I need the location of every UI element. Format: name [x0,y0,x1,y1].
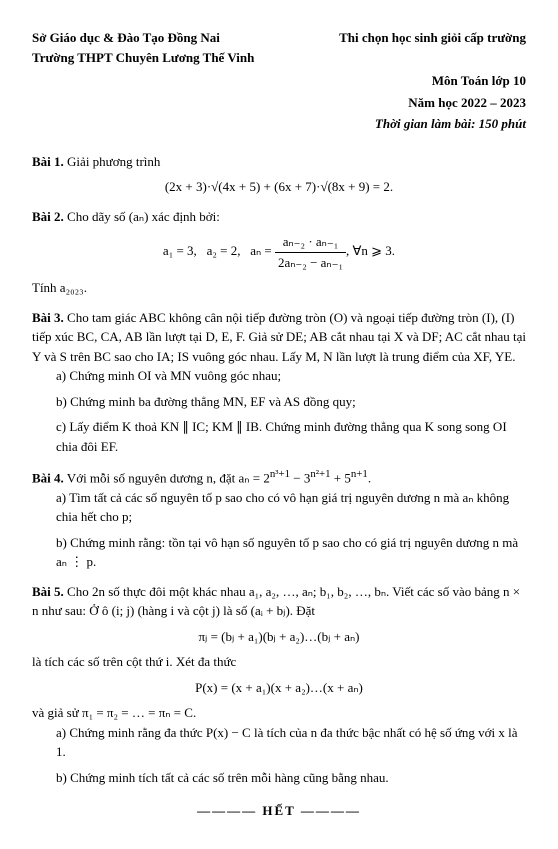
header-left: Sở Giáo dục & Đào Tạo Đồng Nai Trường TH… [32,28,254,67]
problem-5-title: Bài 5. [32,584,64,599]
formula-num: aₙ₋₂ · aₙ₋₁ [275,232,346,253]
problem-4: Bài 4. Với mỗi số nguyên dương n, đặt aₙ… [32,466,526,572]
problem-4-stem: Bài 4. Với mỗi số nguyên dương n, đặt aₙ… [32,466,526,488]
end-marker: ———— HẾT ———— [32,801,526,821]
problem-3-c: c) Lấy điểm K thoả KN ∥ IC; KM ∥ IB. Chứ… [56,417,526,456]
org-line2: Trường THPT Chuyên Lương Thế Vinh [32,48,254,68]
problem-4-exp1: n³+1 [270,468,290,480]
problem-4-b: b) Chứng minh rằng: tồn tại vô hạn số ng… [56,533,526,572]
problem-5-formula1: πⱼ = (bⱼ + a₁)(bⱼ + a₂)…(bⱼ + aₙ) [32,627,526,647]
formula-den: 2aₙ₋₂ − aₙ₋₁ [275,253,346,273]
subject-line: Môn Toán lớp 10 [32,71,526,91]
problem-5-stem: Bài 5. Cho 2n số thực đôi một khác nhau … [32,582,526,621]
formula-a2: a₂ = 2, [207,243,241,258]
problem-5-text: Cho 2n số thực đôi một khác nhau a₁, a₂,… [32,584,520,619]
problem-3-text: Cho tam giác ABC không cân nội tiếp đườn… [32,310,526,364]
problem-5-b: b) Chứng minh tích tất cả các số trên mỗ… [56,768,526,788]
problem-5-a: a) Chứng minh rằng đa thức P(x) − C là t… [56,723,526,762]
problem-4-m2: + 5 [331,470,351,485]
problem-3-title: Bài 3. [32,310,64,325]
formula-frac: aₙ₋₂ · aₙ₋₁ 2aₙ₋₂ − aₙ₋₁ [275,232,346,272]
problem-1: Bài 1. Giải phương trình (2x + 3)·√(4x +… [32,152,526,197]
problem-5: Bài 5. Cho 2n số thực đôi một khác nhau … [32,582,526,788]
problem-3-stem: Bài 3. Cho tam giác ABC không cân nội ti… [32,308,526,367]
formula-an: aₙ = [250,243,272,258]
problem-1-title: Bài 1. [32,154,64,169]
header: Sở Giáo dục & Đào Tạo Đồng Nai Trường TH… [32,28,526,67]
org-line1: Sở Giáo dục & Đào Tạo Đồng Nai [32,28,254,48]
problem-4-m1: − 3 [290,470,310,485]
header-right: Thi chọn học sinh giỏi cấp trường [339,28,526,67]
problem-4-a: a) Tìm tất cả các số nguyên tố p sao cho… [56,488,526,527]
duration-line: Thời gian làm bài: 150 phút [32,114,526,134]
problem-1-text: Giải phương trình [64,154,161,169]
problem-5-formula2: P(x) = (x + a₁)(x + a₂)…(x + aₙ) [32,678,526,698]
formula-a1: a₁ = 3, [163,243,197,258]
formula-cond: , ∀n ⩾ 3. [346,243,395,258]
exam-title: Thi chọn học sinh giỏi cấp trường [339,28,526,48]
problem-4-exp3: n+1 [351,468,368,480]
problem-3: Bài 3. Cho tam giác ABC không cân nội ti… [32,308,526,457]
year-line: Năm học 2022 – 2023 [32,93,526,113]
problem-3-a: a) Chứng minh OI và MN vuông góc nhau; [56,366,526,386]
problem-2-title: Bài 2. [32,209,64,224]
problem-2-formula: a₁ = 3, a₂ = 2, aₙ = aₙ₋₂ · aₙ₋₁ 2aₙ₋₂ −… [32,232,526,272]
problem-2: Bài 2. Cho dãy số (aₙ) xác định bởi: a₁ … [32,207,526,298]
problem-4-title: Bài 4. [32,470,64,485]
problem-4-exp2: n²+1 [310,468,330,480]
problem-5-cond: và giả sử π₁ = π₂ = … = πₙ = C. [32,703,526,723]
problem-5-mid: là tích các số trên cột thứ i. Xét đa th… [32,652,526,672]
problem-3-b: b) Chứng minh ba đường thẳng MN, EF và A… [56,392,526,412]
problem-4-end: . [368,470,371,485]
problem-4-pre: Với mỗi số nguyên dương n, đặt aₙ = 2 [64,470,270,485]
problem-2-text: Cho dãy số (aₙ) xác định bởi: [64,209,220,224]
problem-2-compute: Tính a₂₀₂₃. [32,278,526,298]
problem-1-formula: (2x + 3)·√(4x + 5) + (6x + 7)·√(8x + 9) … [32,177,526,197]
